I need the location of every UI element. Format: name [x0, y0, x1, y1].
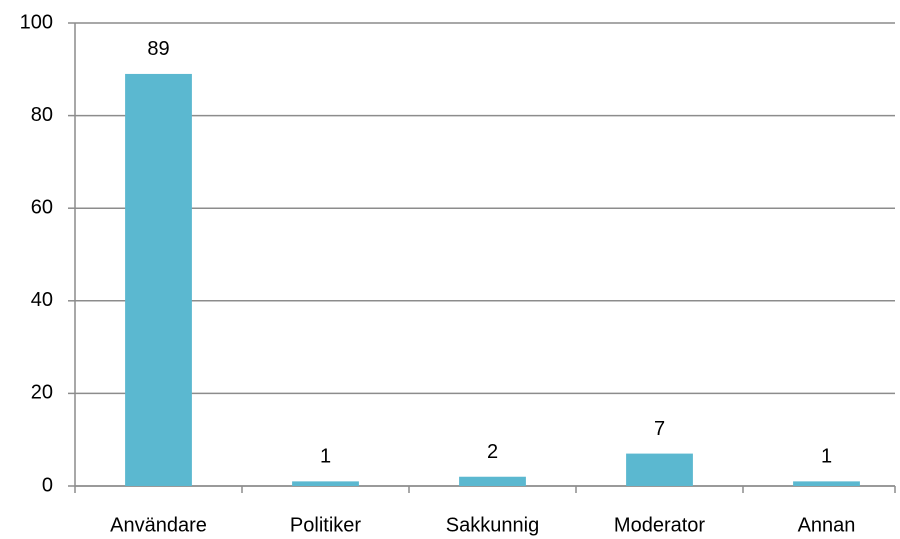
bar	[292, 481, 359, 486]
data-label: 89	[147, 38, 169, 60]
y-tick-label: 80	[31, 104, 53, 126]
data-label: 2	[487, 441, 498, 463]
x-tick-label: Annan	[798, 514, 856, 536]
bar	[626, 453, 693, 486]
y-tick-label: 60	[31, 196, 53, 218]
data-label: 1	[821, 446, 832, 468]
y-tick-label: 40	[31, 289, 53, 311]
data-label: 7	[654, 418, 665, 440]
x-tick-label: Politiker	[290, 514, 361, 536]
y-tick-label: 20	[31, 382, 53, 404]
x-tick-label: Sakkunnig	[446, 514, 539, 536]
y-tick-label: 100	[20, 11, 53, 33]
bar	[125, 73, 192, 487]
data-label: 1	[320, 446, 331, 468]
bar	[459, 476, 526, 486]
y-tick-label: 0	[42, 474, 53, 496]
x-tick-label: Användare	[110, 514, 207, 536]
bar	[793, 481, 860, 486]
x-tick-label: Moderator	[614, 514, 705, 536]
